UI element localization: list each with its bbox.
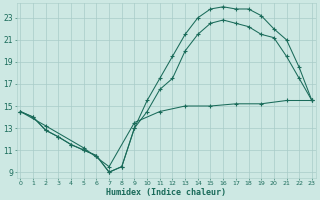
- X-axis label: Humidex (Indice chaleur): Humidex (Indice chaleur): [106, 188, 226, 197]
